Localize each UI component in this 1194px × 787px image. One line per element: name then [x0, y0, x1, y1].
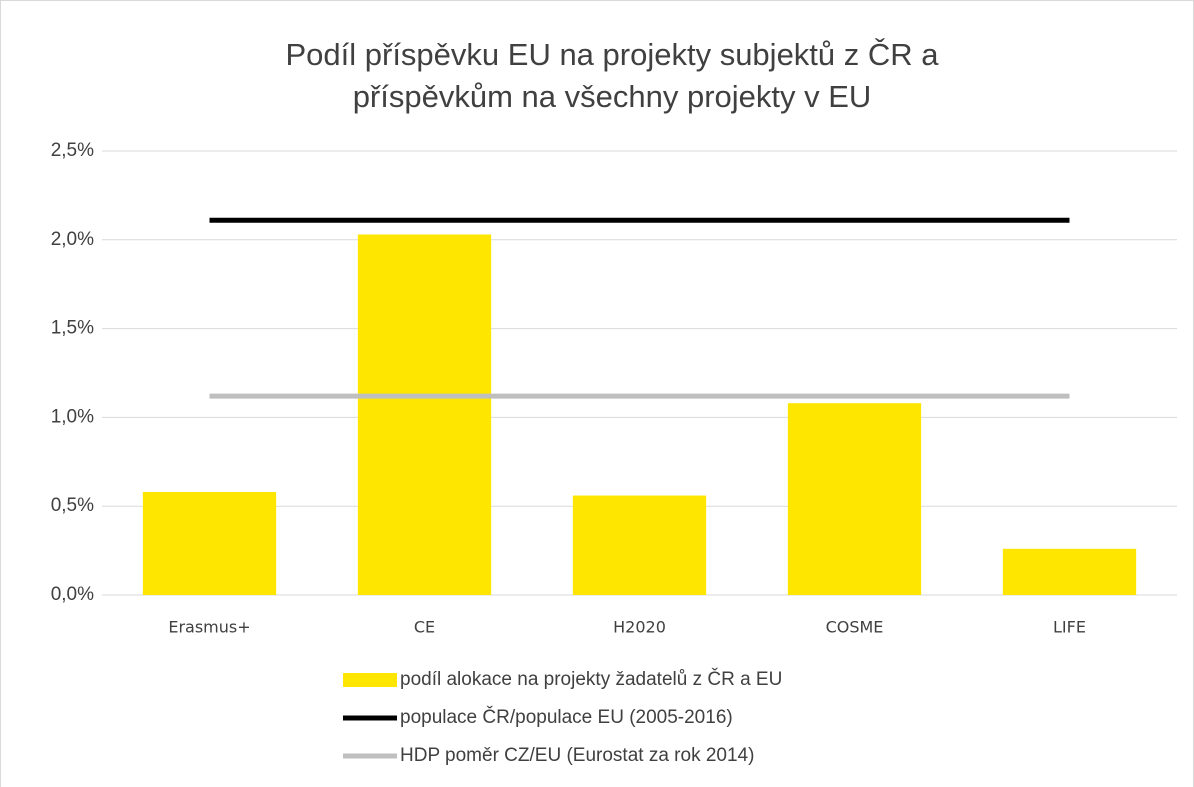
x-tick-label: LIFE — [1053, 618, 1086, 637]
chart-title: Podíl příspěvku EU na projekty subjektů … — [285, 37, 939, 72]
bar — [1002, 548, 1137, 595]
bar — [572, 495, 707, 595]
legend-label: podíl alokace na projekty žadatelů z ČR … — [400, 668, 782, 690]
bar — [357, 234, 492, 596]
y-tick-label: 0,0% — [51, 584, 94, 605]
y-tick-label: 2,5% — [51, 140, 94, 161]
bar — [787, 403, 922, 595]
bar — [142, 491, 277, 595]
y-tick-label: 2,0% — [51, 229, 94, 250]
x-tick-label: CE — [414, 618, 435, 637]
y-tick-label: 1,0% — [51, 406, 94, 427]
legend-swatch — [343, 673, 397, 687]
y-tick-label: 0,5% — [51, 495, 94, 516]
x-tick-label: H2020 — [613, 618, 666, 637]
x-tick-label: Erasmus+ — [168, 618, 250, 637]
legend-label: HDP poměr CZ/EU (Eurostat za rok 2014) — [400, 745, 754, 766]
x-tick-label: COSME — [826, 618, 884, 637]
y-tick-label: 1,5% — [51, 318, 94, 339]
chart-title: příspěvkům na všechny projekty v EU — [353, 79, 872, 114]
legend-label: populace ČR/populace EU (2005-2016) — [400, 706, 733, 728]
